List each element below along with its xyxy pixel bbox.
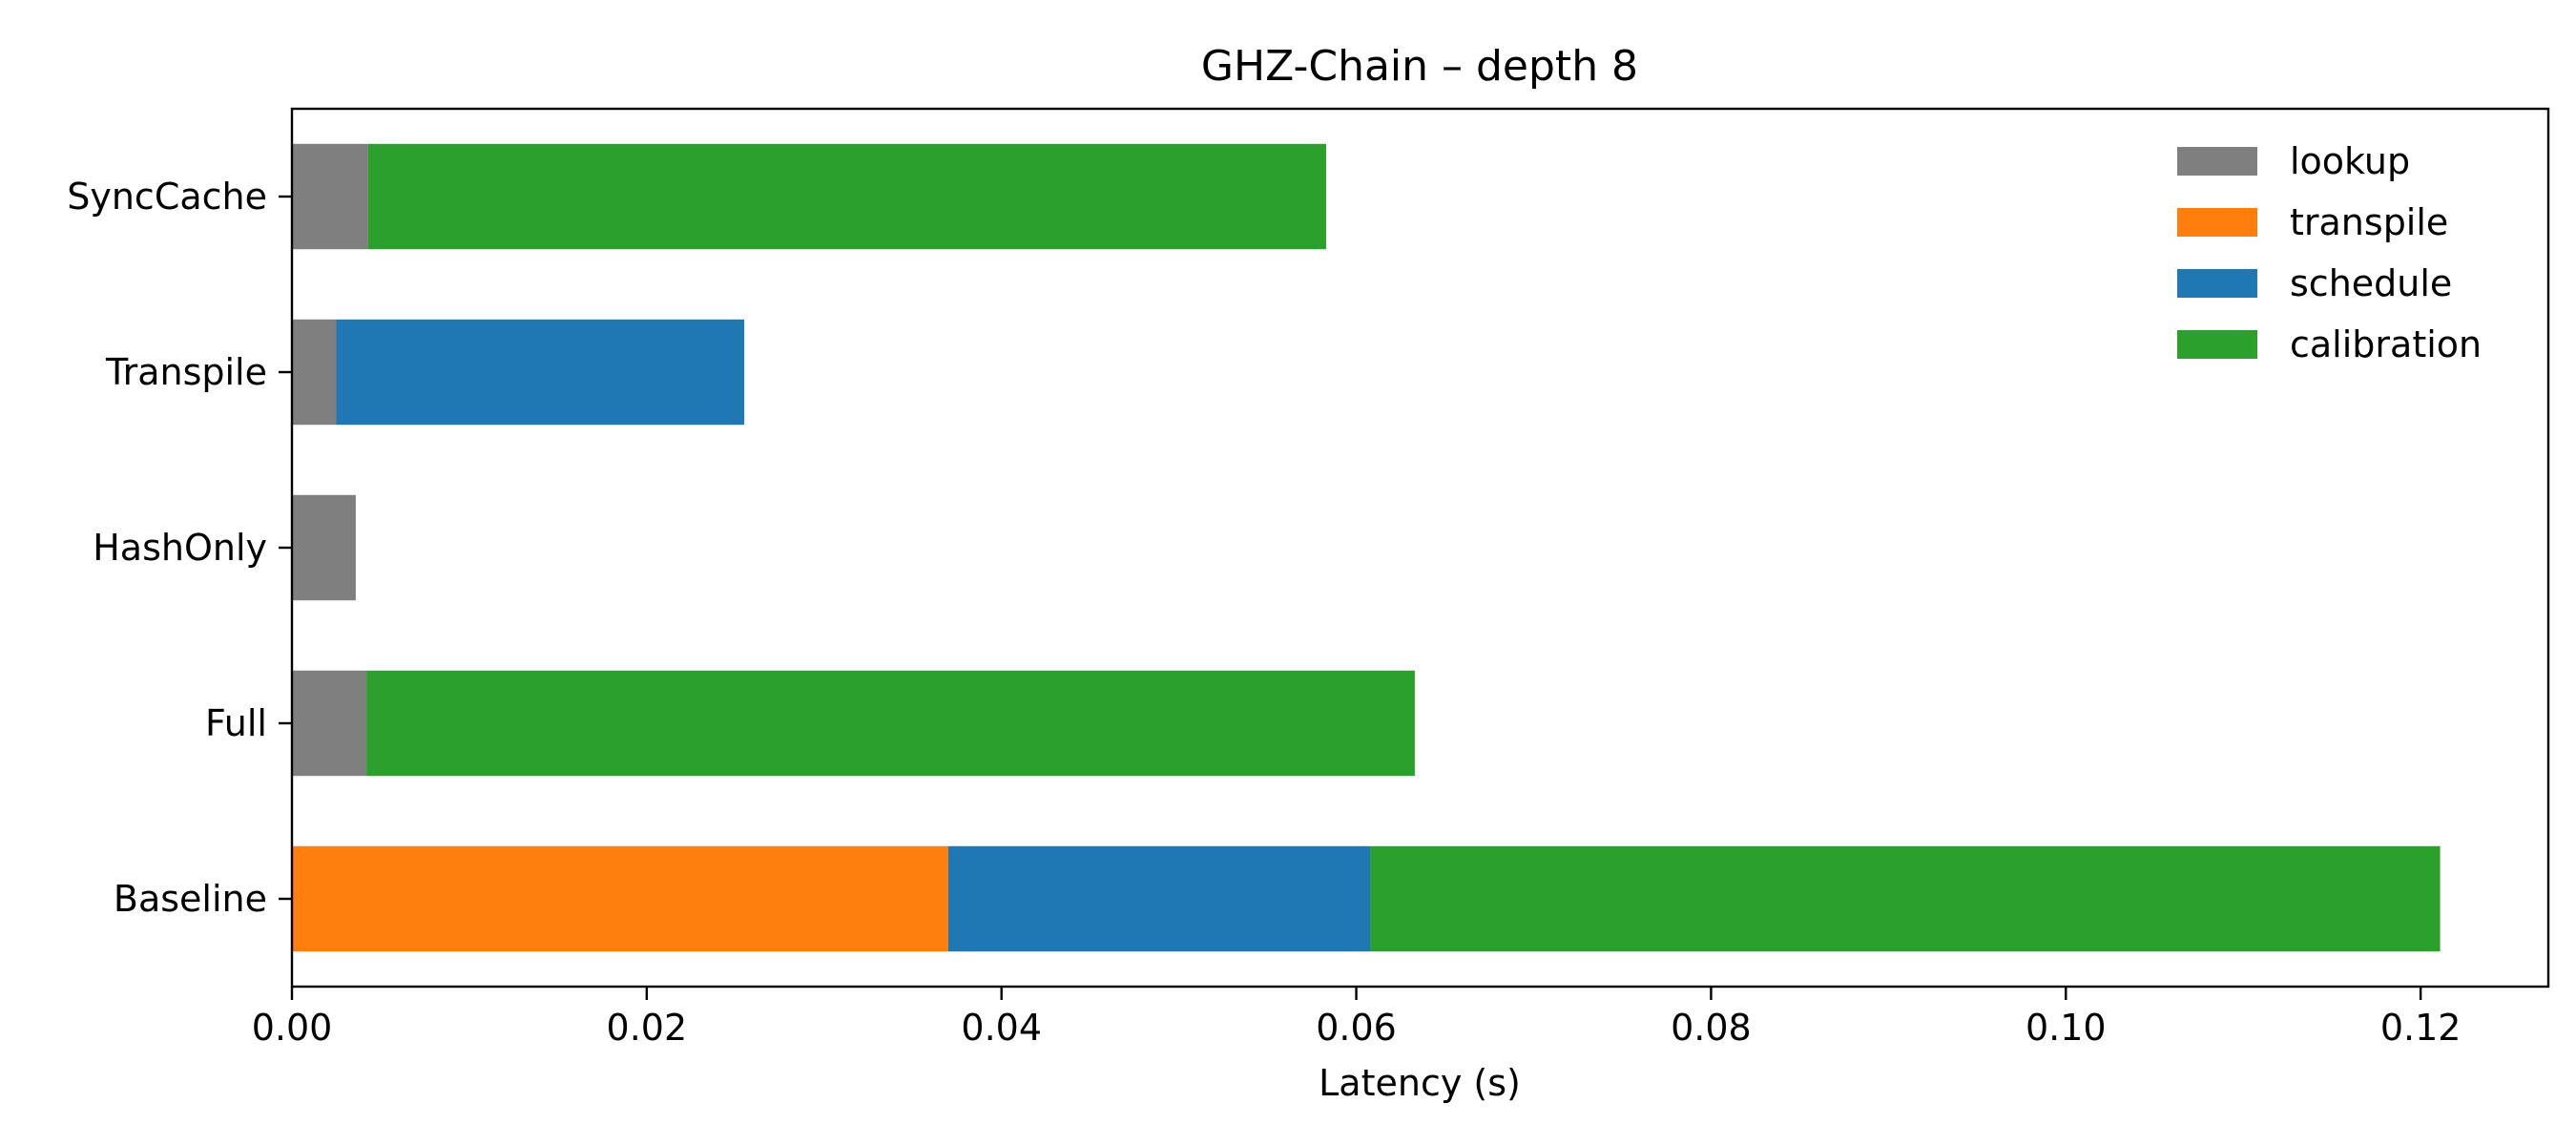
- x-tick-label: 0.08: [1671, 1007, 1752, 1049]
- x-axis-label: Latency (s): [1319, 1062, 1521, 1104]
- bar-baseline-schedule: [947, 845, 1371, 952]
- legend-swatch-calibration: [2177, 330, 2257, 359]
- bar-full-lookup: [292, 670, 367, 777]
- legend-label-lookup: lookup: [2290, 140, 2410, 182]
- legend-label-schedule: schedule: [2290, 262, 2452, 304]
- bar-baseline-transpile: [292, 845, 948, 952]
- bars-group: [292, 143, 2441, 952]
- legend-swatch-transpile: [2177, 208, 2257, 237]
- bar-hashonly-lookup: [292, 494, 356, 601]
- x-tick-label: 0.10: [2025, 1007, 2107, 1049]
- chart-title: GHZ-Chain – depth 8: [1201, 42, 1638, 91]
- bar-synccache-lookup: [292, 143, 368, 250]
- bar-transpile-schedule: [336, 319, 745, 426]
- legend-label-calibration: calibration: [2290, 323, 2482, 365]
- y-tick-label-transpile: Transpile: [105, 351, 267, 393]
- x-tick-label: 0.00: [252, 1007, 333, 1049]
- bar-full-calibration: [366, 670, 1415, 777]
- bar-baseline-calibration: [1370, 845, 2441, 952]
- x-tick-label: 0.06: [1316, 1007, 1397, 1049]
- bar-transpile-lookup: [292, 319, 337, 426]
- legend-swatch-lookup: [2177, 147, 2257, 176]
- x-axis-ticks: 0.00 0.02 0.04 0.06 0.08 0.10 0.12: [252, 987, 2462, 1049]
- bar-synccache-calibration: [367, 143, 1326, 250]
- legend: lookup transpile schedule calibration: [2177, 140, 2482, 365]
- y-tick-label-full: Full: [205, 702, 267, 744]
- legend-swatch-schedule: [2177, 269, 2257, 298]
- x-tick-label: 0.12: [2380, 1007, 2462, 1049]
- legend-label-transpile: transpile: [2290, 201, 2448, 243]
- x-tick-label: 0.04: [961, 1007, 1042, 1049]
- y-tick-label-synccache: SyncCache: [67, 176, 267, 218]
- y-tick-label-baseline: Baseline: [114, 878, 267, 920]
- x-tick-label: 0.02: [607, 1007, 688, 1049]
- y-axis-ticks: Baseline Full HashOnly Transpile SyncCache: [67, 176, 292, 920]
- y-tick-label-hashonly: HashOnly: [93, 527, 267, 569]
